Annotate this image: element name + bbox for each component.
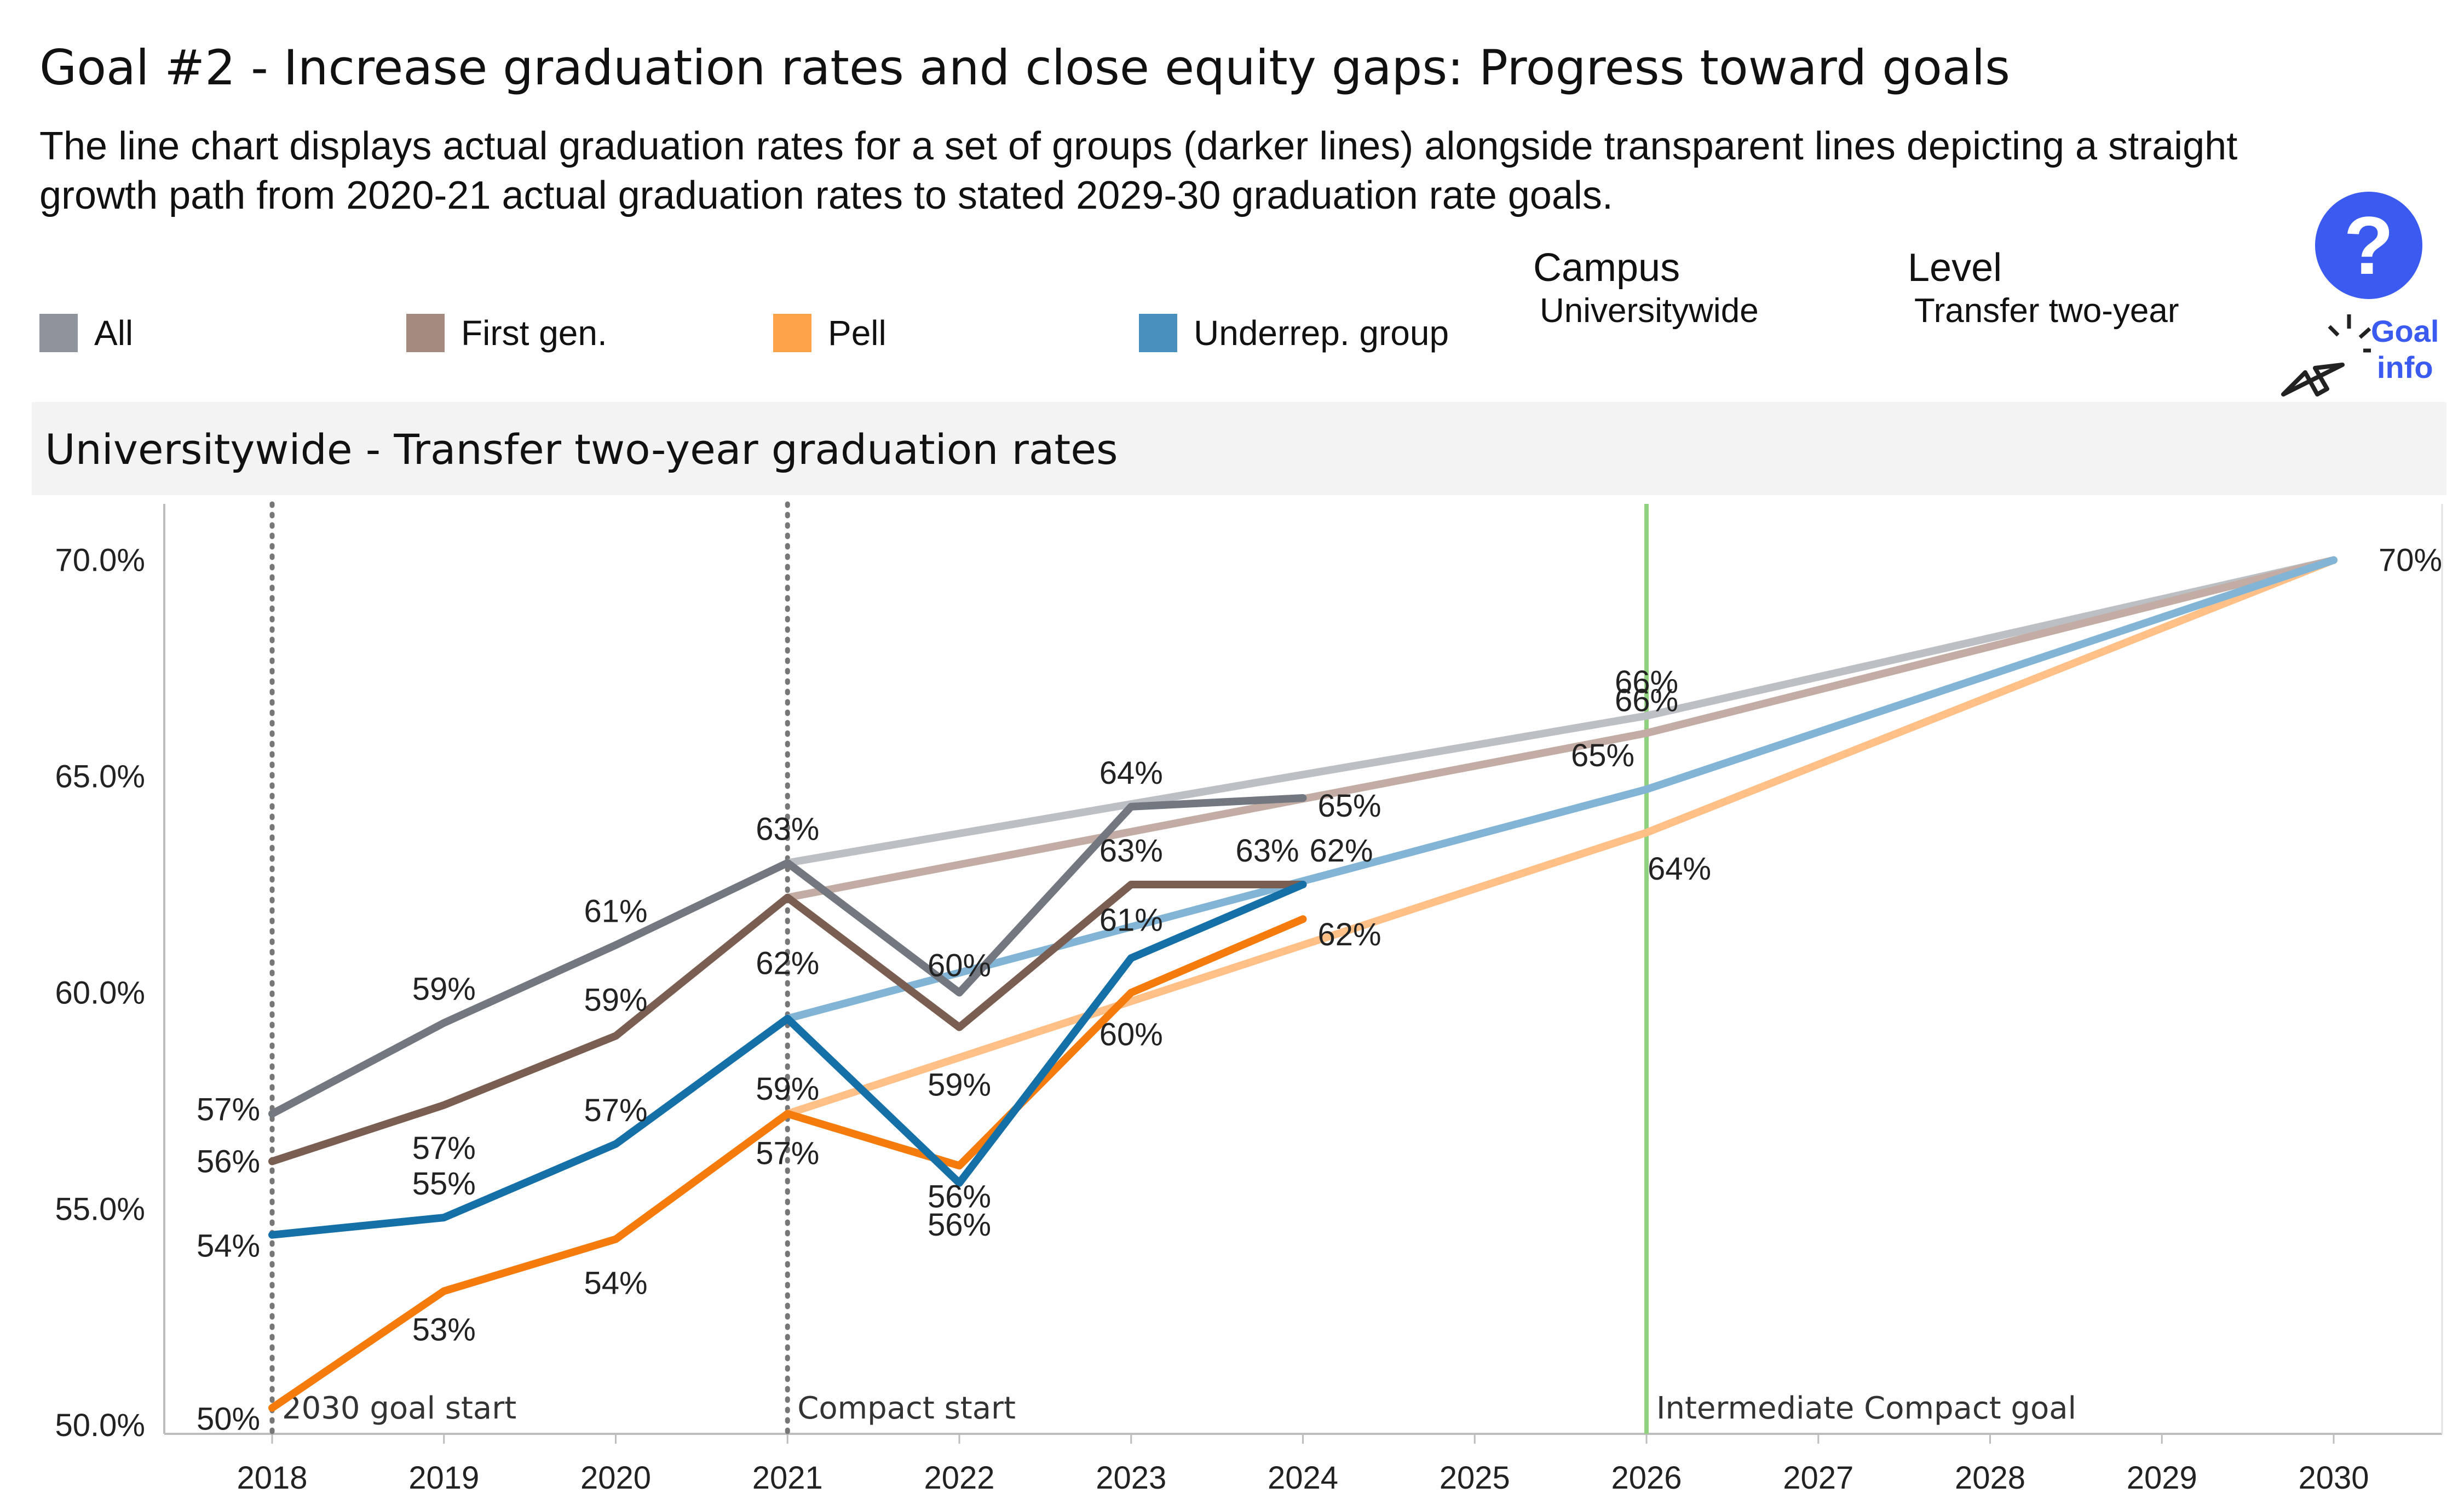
legend-label-underrep: Underrep. group bbox=[1194, 313, 1449, 353]
x-tick-label-2021: 2021 bbox=[752, 1460, 823, 1493]
x-tick-label-2024: 2024 bbox=[1268, 1460, 1338, 1493]
x-tick-label-2023: 2023 bbox=[1096, 1460, 1166, 1493]
series-line-1 bbox=[268, 880, 1307, 1165]
series-line-2 bbox=[268, 915, 1307, 1412]
x-tick-label-2030: 2030 bbox=[2298, 1460, 2369, 1493]
goal-path-2 bbox=[784, 556, 2338, 1118]
series-line-0 bbox=[268, 794, 1307, 1118]
legend-label-first-gen: First gen. bbox=[461, 313, 607, 353]
campus-filter-label: Campus bbox=[1533, 246, 1680, 290]
legend-item-first-gen[interactable]: First gen. bbox=[406, 311, 607, 355]
chart-panel-header: Universitywide - Transfer two-year gradu… bbox=[32, 402, 2446, 495]
data-label-0-2023: 64% bbox=[1099, 755, 1163, 791]
data-label-3-2019: 55% bbox=[412, 1166, 476, 1202]
legend-item-all[interactable]: All bbox=[39, 311, 133, 355]
data-label-0-2022: 60% bbox=[928, 948, 991, 983]
chart-panel-title: Universitywide - Transfer two-year gradu… bbox=[45, 425, 1118, 474]
legend-swatch-underrep bbox=[1139, 314, 1177, 352]
data-label-3-2024: 62% bbox=[1309, 833, 1373, 869]
data-label-2-2022: 56% bbox=[928, 1179, 991, 1214]
goal-label-2-2026: 64% bbox=[1648, 851, 1711, 887]
data-label-0-2024: 65% bbox=[1317, 788, 1381, 824]
legend-swatch-all bbox=[39, 314, 78, 352]
x-tick-label-2020: 2020 bbox=[580, 1460, 651, 1493]
series-line-3 bbox=[268, 880, 1307, 1239]
legend-item-underrep[interactable]: Underrep. group bbox=[1139, 311, 1449, 355]
x-tick-label-2025: 2025 bbox=[1440, 1460, 1510, 1493]
data-label-1-2020: 59% bbox=[584, 982, 647, 1018]
legend-swatch-pell bbox=[773, 314, 811, 352]
goal-path-1 bbox=[784, 556, 2338, 901]
y-tick-label-2: 60.0% bbox=[55, 975, 145, 1010]
page-title: Goal #2 - Increase graduation rates and … bbox=[39, 39, 2011, 96]
reference-label-2: Intermediate Compact goal bbox=[1656, 1391, 2076, 1426]
data-label-2-2020: 54% bbox=[584, 1266, 647, 1301]
data-label-2-2021: 57% bbox=[756, 1136, 819, 1172]
legend-item-pell[interactable]: Pell bbox=[773, 311, 886, 355]
data-label-1-2021: 62% bbox=[756, 946, 819, 981]
data-label-2-2023: 60% bbox=[1099, 1017, 1163, 1052]
data-label-0-2020: 61% bbox=[584, 894, 647, 929]
cursor-click-icon bbox=[2281, 314, 2371, 397]
reference-label-0: 2030 goal start bbox=[282, 1391, 516, 1426]
data-label-3-2020: 57% bbox=[584, 1093, 647, 1128]
legend-label-pell: Pell bbox=[828, 313, 886, 353]
x-tick-label-2027: 2027 bbox=[1783, 1460, 1853, 1493]
level-filter-label: Level bbox=[1908, 246, 2002, 290]
campus-filter-value[interactable]: Universitywide bbox=[1540, 292, 1759, 330]
data-label-1-2018: 56% bbox=[197, 1144, 260, 1179]
x-tick-label-2018: 2018 bbox=[237, 1460, 307, 1493]
legend-swatch-first-gen bbox=[406, 314, 445, 352]
x-tick-label-2019: 2019 bbox=[408, 1460, 479, 1493]
data-label-0-2018: 57% bbox=[197, 1092, 260, 1128]
y-tick-label-3: 55.0% bbox=[55, 1191, 145, 1227]
goal-label-1-2026: 66% bbox=[1615, 683, 1678, 719]
data-label-1-2019: 57% bbox=[412, 1130, 476, 1166]
data-label-3-2021: 59% bbox=[756, 1071, 819, 1107]
x-tick-label-2026: 2026 bbox=[1611, 1460, 1682, 1493]
y-tick-label-0: 70.0% bbox=[55, 543, 145, 578]
y-tick-label-1: 65.0% bbox=[55, 759, 145, 795]
data-label-3-2022: 56% bbox=[928, 1207, 991, 1243]
data-label-2-2019: 53% bbox=[412, 1312, 476, 1347]
goal-info-link[interactable]: Goal info bbox=[2371, 313, 2439, 386]
question-mark-icon: ? bbox=[2344, 199, 2394, 291]
y-tick-label-4: 50.0% bbox=[55, 1408, 145, 1443]
data-label-2-2024: 62% bbox=[1317, 917, 1381, 952]
data-label-0-2019: 59% bbox=[412, 972, 476, 1007]
level-filter-value[interactable]: Transfer two-year bbox=[1914, 292, 2179, 330]
reference-label-1: Compact start bbox=[797, 1391, 1016, 1426]
goal-path-0 bbox=[784, 556, 2338, 867]
goal-label-0-2026: 66% bbox=[1615, 664, 1678, 700]
data-label-1-2024: 63% bbox=[1235, 833, 1299, 869]
x-tick-label-2028: 2028 bbox=[1955, 1460, 2025, 1493]
goal-label-0-2030: 70% bbox=[2379, 543, 2442, 578]
data-label-1-2023: 63% bbox=[1099, 833, 1163, 869]
x-tick-label-2022: 2022 bbox=[924, 1460, 994, 1493]
help-button[interactable]: ? bbox=[2315, 192, 2422, 299]
data-label-2-2018: 50% bbox=[197, 1402, 260, 1437]
data-label-3-2018: 54% bbox=[197, 1228, 260, 1264]
data-label-3-2023: 61% bbox=[1099, 902, 1163, 938]
legend-label-all: All bbox=[94, 313, 134, 353]
data-label-0-2021: 63% bbox=[756, 812, 819, 847]
chart-description: The line chart displays actual graduatio… bbox=[39, 124, 2238, 217]
goal-info-line2: info bbox=[2376, 350, 2433, 384]
goal-info-line1: Goal bbox=[2371, 314, 2439, 348]
goal-label-3-2026: 65% bbox=[1571, 738, 1634, 773]
data-label-1-2022: 59% bbox=[928, 1067, 991, 1103]
goal-path-3 bbox=[784, 556, 2338, 1023]
x-tick-label-2029: 2029 bbox=[2127, 1460, 2197, 1493]
